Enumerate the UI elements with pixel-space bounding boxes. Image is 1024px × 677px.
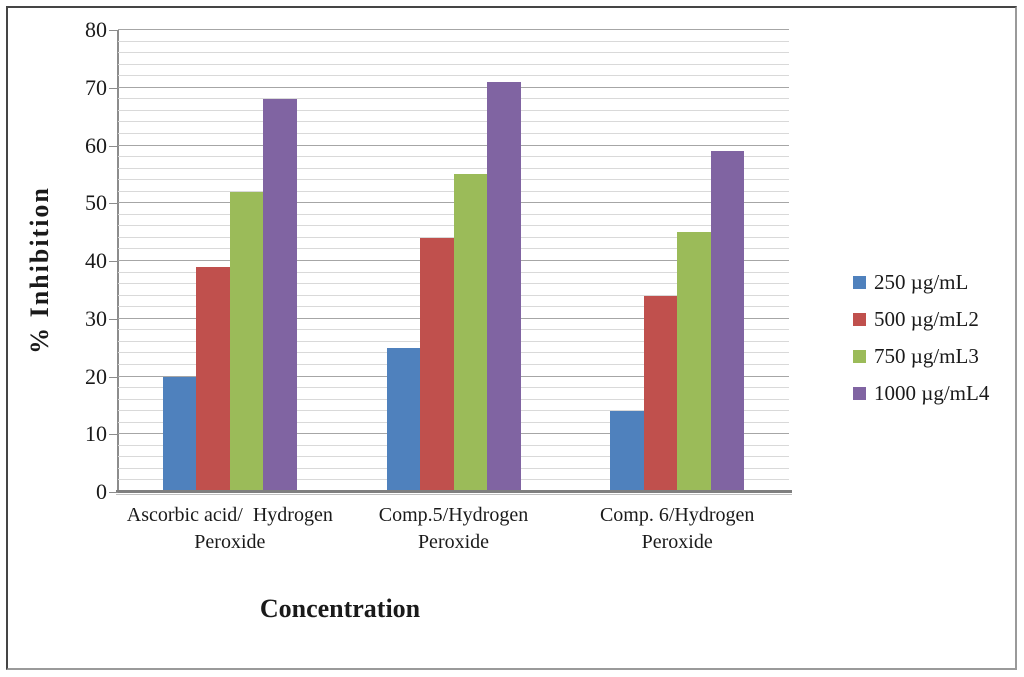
- legend-label: 500 µg/mL2: [874, 307, 979, 331]
- minor-gridline: [118, 40, 789, 42]
- y-tick-label: 50: [85, 190, 107, 216]
- bar-250-g-mL: [162, 376, 197, 492]
- legend-item[interactable]: 250 µg/mL: [853, 269, 989, 295]
- bar-1000-g-mL4: [487, 81, 521, 492]
- y-tick-mark: [109, 376, 118, 378]
- x-category-label: Comp.5/Hydrogen Peroxide: [378, 504, 529, 553]
- x-axis-baseline: [116, 490, 792, 493]
- chart-border: [6, 6, 1017, 670]
- bar-1000-g-mL4: [710, 151, 745, 492]
- legend: 250 µg/mL 500 µg/mL2 750 µg/mL3 1000 µg/mL4: [853, 269, 989, 406]
- y-tick-mark: [109, 87, 118, 89]
- minor-gridline: [118, 167, 789, 169]
- major-gridline: [118, 86, 789, 88]
- bar-250-g-mL: [610, 411, 644, 492]
- x-category-label: Ascorbic acid/ Hydrogen Peroxide: [126, 504, 333, 553]
- y-tick-label: 10: [85, 421, 107, 447]
- y-tick-label: 70: [85, 74, 107, 100]
- major-gridline: [118, 29, 789, 30]
- y-tick-label: 20: [85, 363, 107, 389]
- legend-color-swatch: [853, 386, 866, 400]
- bar-750-g-mL3: [677, 232, 711, 492]
- minor-gridline: [118, 52, 789, 54]
- y-axis-line: [117, 30, 119, 492]
- bar-1000-g-mL4: [263, 99, 297, 492]
- legend-label: 250 µg/mL: [874, 270, 969, 294]
- y-tick-mark: [109, 492, 118, 493]
- bar-500-g-mL2: [196, 266, 230, 492]
- y-tick-label: 0: [96, 479, 107, 504]
- minor-gridline: [118, 98, 789, 100]
- legend-label: 750 µg/mL3: [874, 344, 979, 368]
- major-gridline: [118, 144, 789, 146]
- y-tick-mark: [109, 434, 118, 436]
- legend-item[interactable]: 500 µg/mL2: [853, 306, 989, 332]
- bar-750-g-mL3: [229, 191, 264, 492]
- bar-500-g-mL2: [420, 237, 454, 492]
- minor-gridline: [118, 109, 789, 111]
- minor-gridline: [118, 75, 789, 77]
- y-tick-mark: [109, 203, 118, 205]
- minor-gridline: [118, 132, 789, 134]
- y-tick-label: 40: [85, 248, 107, 273]
- y-tick-mark: [109, 145, 118, 147]
- legend-item[interactable]: 750 µg/mL3: [853, 343, 989, 369]
- legend-color-swatch: [853, 349, 866, 363]
- y-tick-mark: [109, 261, 118, 262]
- x-axis-baseline-shadow: [116, 494, 792, 495]
- legend-label: 1000 µg/mL4: [874, 381, 990, 405]
- legend-color-swatch: [853, 312, 866, 326]
- y-tick-mark: [109, 318, 118, 320]
- plot-area: [116, 29, 792, 495]
- y-tick-mark: [109, 30, 118, 31]
- legend-color-swatch: [853, 275, 866, 289]
- legend-item[interactable]: 1000 µg/mL4: [853, 380, 989, 406]
- bar-250-g-mL: [386, 347, 420, 492]
- y-tick-label: 80: [85, 17, 107, 42]
- minor-gridline: [118, 121, 789, 123]
- y-tick-label: 60: [85, 132, 107, 158]
- bar-750-g-mL3: [453, 174, 487, 492]
- minor-gridline: [118, 156, 789, 158]
- x-axis-title: Concentration: [259, 594, 421, 623]
- x-category-label: Comp. 6/Hydrogen Peroxide: [599, 504, 755, 553]
- y-tick-label: 30: [85, 305, 107, 331]
- bar-500-g-mL2: [643, 295, 678, 492]
- minor-gridline: [118, 63, 789, 65]
